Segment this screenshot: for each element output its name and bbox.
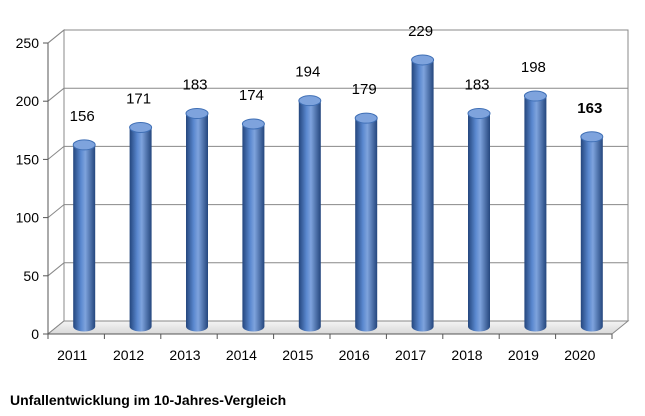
gridline-depth: [47, 29, 65, 44]
data-label: 163: [577, 100, 602, 117]
data-label: 174: [239, 87, 264, 104]
bar-top: [298, 95, 322, 107]
y-tick-label: 250: [16, 35, 40, 51]
x-tick-label: 2011: [57, 347, 87, 363]
bar-body: [129, 127, 152, 332]
bar: [129, 121, 153, 332]
bar: [185, 107, 209, 332]
bar-body: [355, 118, 378, 332]
gridline-depth: [47, 87, 65, 102]
data-label: 194: [295, 64, 320, 81]
bar-top: [72, 139, 96, 151]
bar-chart: 0 50 100 150 200 250 2011 2012 2013 2014 2015 2016…: [16, 23, 630, 363]
data-labels: 156 171 183 174 194 179 229 183 198 163: [70, 23, 603, 125]
bar-body: [411, 59, 434, 332]
bar-top: [580, 131, 604, 143]
data-label: 183: [182, 76, 207, 93]
gridline-depth: [47, 204, 65, 218]
bar: [580, 131, 604, 332]
bar: [354, 112, 378, 332]
bar-top: [185, 107, 209, 119]
bars: [72, 54, 604, 332]
bar: [298, 95, 322, 332]
data-label: 198: [521, 59, 546, 76]
x-tick-label: 2018: [451, 347, 482, 363]
y-tick-label: 0: [31, 326, 39, 342]
bar-top: [129, 121, 153, 133]
bar-top: [354, 112, 378, 124]
y-tick-label: 200: [16, 93, 40, 109]
bar-top: [523, 90, 547, 102]
chart-caption: Unfallentwicklung im 10-Jahres-Vergleich: [10, 392, 287, 408]
bar: [411, 54, 435, 332]
y-tick-label: 100: [16, 210, 40, 226]
x-tick-label: 2013: [169, 347, 200, 363]
x-tick-label: 2015: [282, 347, 313, 363]
data-label: 156: [70, 108, 95, 125]
bar-top: [467, 107, 491, 119]
data-label: 183: [464, 76, 489, 93]
data-label: 171: [126, 90, 151, 107]
x-tick-label: 2014: [226, 347, 257, 363]
x-tick-label: 2017: [395, 347, 426, 363]
bar-body: [298, 100, 321, 332]
x-tick-label: 2012: [113, 347, 144, 363]
bar-top: [411, 54, 435, 66]
x-axis-ticks: 2011 2012 2013 2014 2015 2016 2017 2018 2019 2020: [47, 334, 613, 363]
gridline-depth: [47, 146, 65, 160]
x-tick-label: 2020: [564, 347, 595, 363]
y-tick-label: 50: [23, 268, 39, 284]
bar-body: [186, 113, 208, 332]
y-axis-ticks: 0 50 100 150 200 250: [16, 35, 48, 342]
bar: [241, 118, 265, 332]
bar: [72, 139, 96, 332]
bar-body: [580, 136, 603, 332]
bar-body: [242, 123, 265, 332]
bar-top: [241, 118, 265, 130]
gridline-depth: [47, 262, 65, 277]
y-tick-label: 150: [16, 151, 40, 167]
data-label: 229: [408, 23, 433, 40]
bar: [523, 90, 547, 332]
x-tick-label: 2019: [508, 347, 539, 363]
side-wall: [47, 28, 65, 336]
bar-body: [73, 144, 96, 332]
x-tick-label: 2016: [339, 347, 370, 363]
bar-body: [524, 96, 547, 332]
bar: [467, 107, 491, 332]
bar-body: [468, 113, 490, 332]
data-label: 179: [352, 81, 377, 98]
